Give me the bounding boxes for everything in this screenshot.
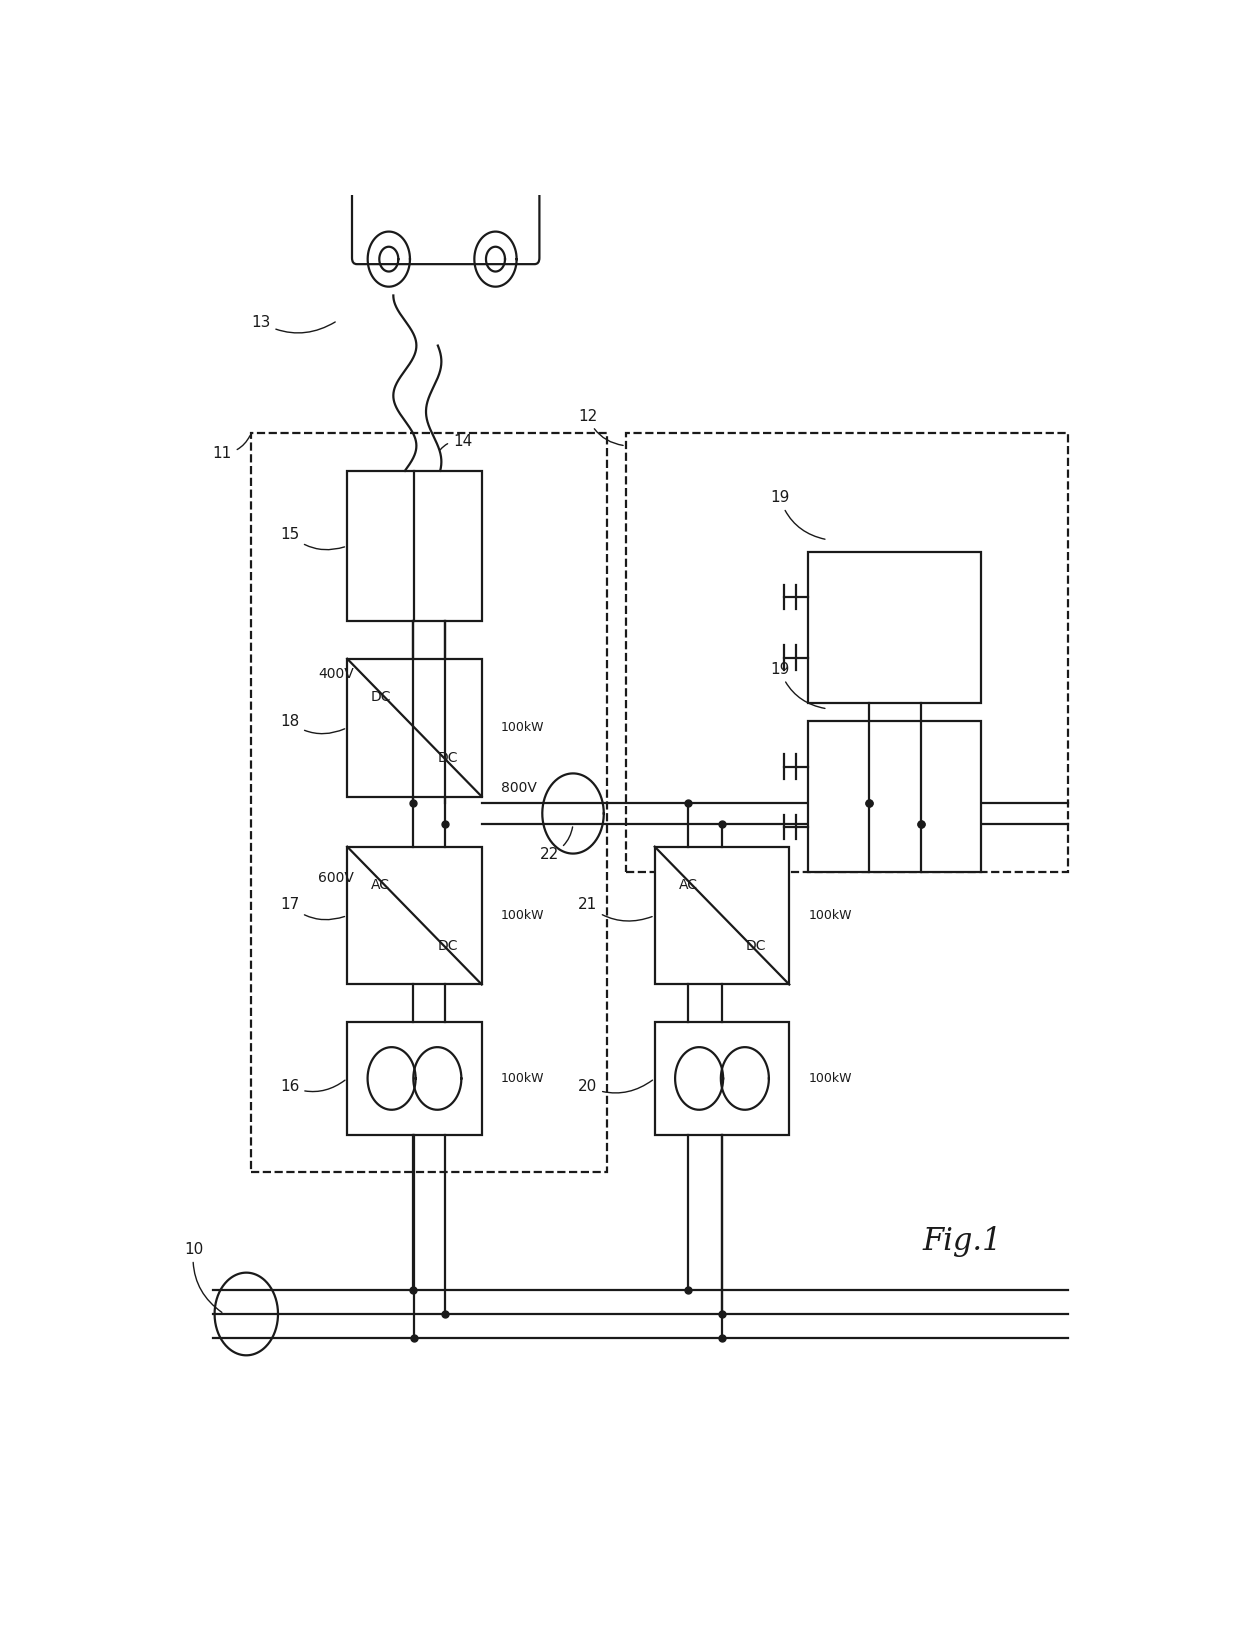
Bar xyxy=(626,433,1068,872)
Text: 10: 10 xyxy=(184,1241,222,1313)
Text: 15: 15 xyxy=(280,527,345,550)
Text: 17: 17 xyxy=(280,898,345,919)
Text: 13: 13 xyxy=(250,314,335,334)
Bar xyxy=(808,721,982,872)
Bar xyxy=(655,1022,789,1136)
Bar xyxy=(347,846,482,984)
Text: 20: 20 xyxy=(578,1079,652,1093)
Text: 100kW: 100kW xyxy=(501,1072,544,1085)
Text: 22: 22 xyxy=(539,827,573,862)
Text: 21: 21 xyxy=(578,898,652,921)
Text: DC: DC xyxy=(438,939,459,953)
Text: 14: 14 xyxy=(440,434,472,449)
Text: 800V: 800V xyxy=(501,781,537,796)
Bar xyxy=(347,470,482,622)
Bar xyxy=(347,1022,482,1136)
Text: 600V: 600V xyxy=(319,870,355,885)
Text: 19: 19 xyxy=(770,490,825,539)
Text: Fig.1: Fig.1 xyxy=(923,1225,1002,1256)
Text: 12: 12 xyxy=(578,408,624,446)
Text: 18: 18 xyxy=(280,714,345,734)
Text: DC: DC xyxy=(745,939,766,953)
Text: 11: 11 xyxy=(213,436,250,462)
Text: DC: DC xyxy=(371,690,391,704)
FancyBboxPatch shape xyxy=(397,98,495,184)
Text: 400V: 400V xyxy=(319,667,355,680)
Text: 100kW: 100kW xyxy=(501,909,544,923)
Bar xyxy=(655,846,789,984)
Text: DC: DC xyxy=(438,752,459,765)
Text: 100kW: 100kW xyxy=(808,909,852,923)
Bar xyxy=(347,659,482,797)
Text: 19: 19 xyxy=(770,662,825,708)
Text: 16: 16 xyxy=(280,1079,345,1093)
Bar xyxy=(808,552,982,703)
Text: 100kW: 100kW xyxy=(808,1072,852,1085)
Bar xyxy=(250,433,606,1173)
Text: AC: AC xyxy=(371,879,391,892)
Text: AC: AC xyxy=(678,879,698,892)
FancyBboxPatch shape xyxy=(352,145,539,264)
Text: 100kW: 100kW xyxy=(501,721,544,734)
